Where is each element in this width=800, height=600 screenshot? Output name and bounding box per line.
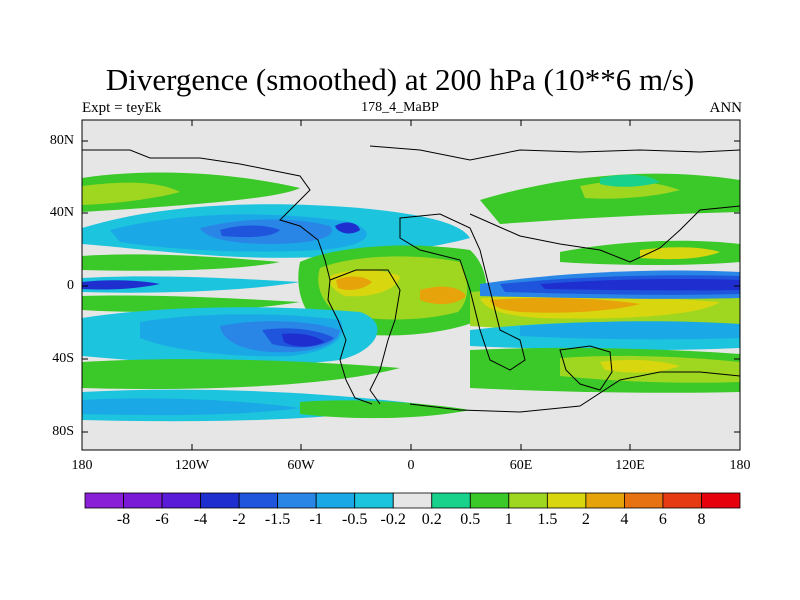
contour-region <box>82 172 300 212</box>
colorbar-swatch <box>392 492 433 509</box>
contour-region <box>82 182 180 205</box>
colorbar-swatch <box>469 492 510 509</box>
colorbar-label: -2 <box>232 511 246 528</box>
colorbar-label: 2 <box>581 511 590 528</box>
contour-region <box>480 173 740 224</box>
colorbar-swatch <box>238 492 279 509</box>
colorbar-swatch <box>431 492 471 509</box>
contour-region <box>520 321 740 340</box>
contour-region <box>82 254 280 271</box>
coastline-australia <box>559 345 613 391</box>
colorbar-swatch <box>200 492 240 509</box>
coastline-north-america <box>82 149 373 405</box>
contour-region <box>580 181 680 199</box>
x-tick-label: 180 <box>71 458 93 473</box>
coastline-eurasia <box>369 145 741 161</box>
contour-region <box>82 276 300 293</box>
season-label: ANN <box>709 100 743 116</box>
colorbar-label: -1 <box>309 511 323 528</box>
x-tick-label: 0 <box>407 458 415 473</box>
x-tick-label: 180 <box>729 458 751 473</box>
colorbar-swatch <box>624 492 664 509</box>
colorbar-swatch <box>508 492 548 509</box>
x-tick-label: 120E <box>615 458 645 473</box>
contour-region <box>420 286 466 305</box>
colorbar-label: 4 <box>620 511 629 528</box>
period-label: 178_4_MaBP <box>361 100 439 115</box>
y-axis-ticks <box>82 140 740 433</box>
contour-region <box>300 400 470 419</box>
contour-region <box>600 174 660 187</box>
contour-region <box>335 222 360 234</box>
colorbar-label: -0.2 <box>380 511 406 528</box>
x-tick-label: 60W <box>287 458 315 473</box>
contour-region <box>282 333 324 347</box>
contour-region <box>336 276 372 290</box>
colorbar-swatch <box>161 492 201 509</box>
colorbar-label: -6 <box>155 511 169 528</box>
colorbar-swatch <box>123 492 163 509</box>
colorbar-label: 0.2 <box>421 511 442 528</box>
plot-title: Divergence (smoothed) at 200 hPa (10**6 … <box>105 62 695 97</box>
experiment-label: Expt = teyEk <box>82 100 162 116</box>
contour-region <box>490 297 640 313</box>
x-tick-label: 60E <box>509 458 533 473</box>
colorbar-label: 0.5 <box>460 511 481 528</box>
y-tick-label: 40N <box>49 205 74 220</box>
colorbar-label: -0.5 <box>342 511 368 528</box>
colorbar-label: -8 <box>116 511 131 528</box>
colorbar-swatch <box>354 492 394 509</box>
colorbar-label: -1.5 <box>264 511 291 528</box>
colorbar-swatch <box>585 492 625 509</box>
contour-region <box>82 280 160 290</box>
contour-region <box>82 398 300 416</box>
colorbar-label: 1 <box>504 511 513 528</box>
contour-region <box>220 225 280 238</box>
colorbar-swatch <box>662 492 702 509</box>
colorbar-label: 1.5 <box>537 511 558 528</box>
x-tick-label: 120W <box>174 458 210 473</box>
colorbar-label: 8 <box>697 511 706 528</box>
colorbar <box>84 492 741 509</box>
contour-region <box>640 247 720 260</box>
colorbar-label: -4 <box>193 511 208 528</box>
x-axis-ticks <box>191 120 631 450</box>
coastlines <box>82 145 741 413</box>
coastline-antarctica <box>409 371 741 413</box>
y-tick-label: 80N <box>49 133 74 148</box>
contour-region <box>540 279 740 291</box>
colorbar-swatch <box>315 492 356 509</box>
colorbar-swatch <box>84 492 124 509</box>
coastline-asia <box>469 205 741 263</box>
coastline-africa <box>399 213 526 371</box>
y-tick-label: 80S <box>52 424 74 439</box>
y-tick-label: 0 <box>67 278 74 293</box>
contour-region <box>82 359 400 390</box>
colorbar-swatch <box>277 492 317 509</box>
coastline-south-america <box>329 269 401 405</box>
colorbar-swatch <box>701 492 741 509</box>
colorbar-swatch <box>546 492 587 509</box>
colorbar-label: 6 <box>658 511 667 528</box>
y-tick-label: 40S <box>52 351 74 366</box>
contour-region <box>600 359 680 373</box>
